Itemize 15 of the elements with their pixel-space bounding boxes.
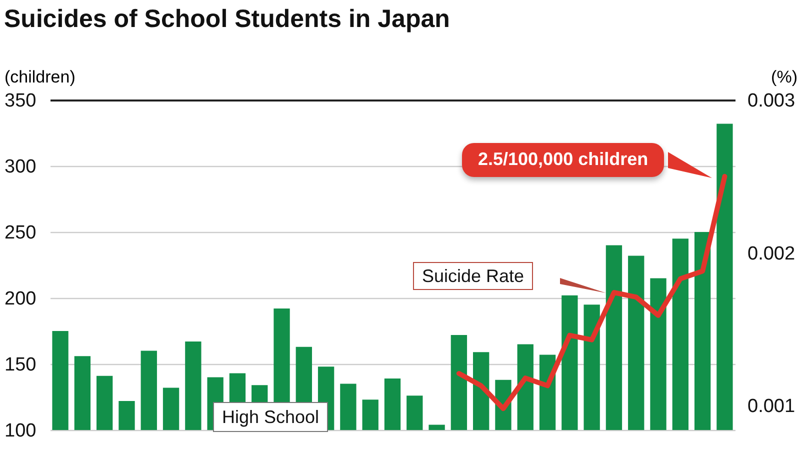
y-axis-title: (children) — [4, 68, 76, 86]
y-tick-label: 350 — [4, 90, 36, 112]
y-tick-label: 150 — [4, 354, 36, 376]
y2-tick-label: 0.001 — [748, 396, 796, 418]
y-tick-label: 250 — [4, 222, 36, 244]
y2-tick-label: 0.003 — [748, 90, 796, 112]
annotation: Suicide Rate — [413, 262, 534, 290]
y-tick-label: 100 — [4, 420, 36, 442]
y-tick-label: 300 — [4, 156, 36, 178]
annotation: 2.5/100,000 children — [462, 143, 664, 177]
y-tick-label: 200 — [4, 288, 36, 310]
annotation: High School — [213, 402, 328, 432]
chart-title: Suicides of School Students in Japan — [4, 5, 450, 33]
y2-tick-label: 0.002 — [748, 243, 796, 264]
y2-axis-title: (%) — [771, 68, 798, 86]
